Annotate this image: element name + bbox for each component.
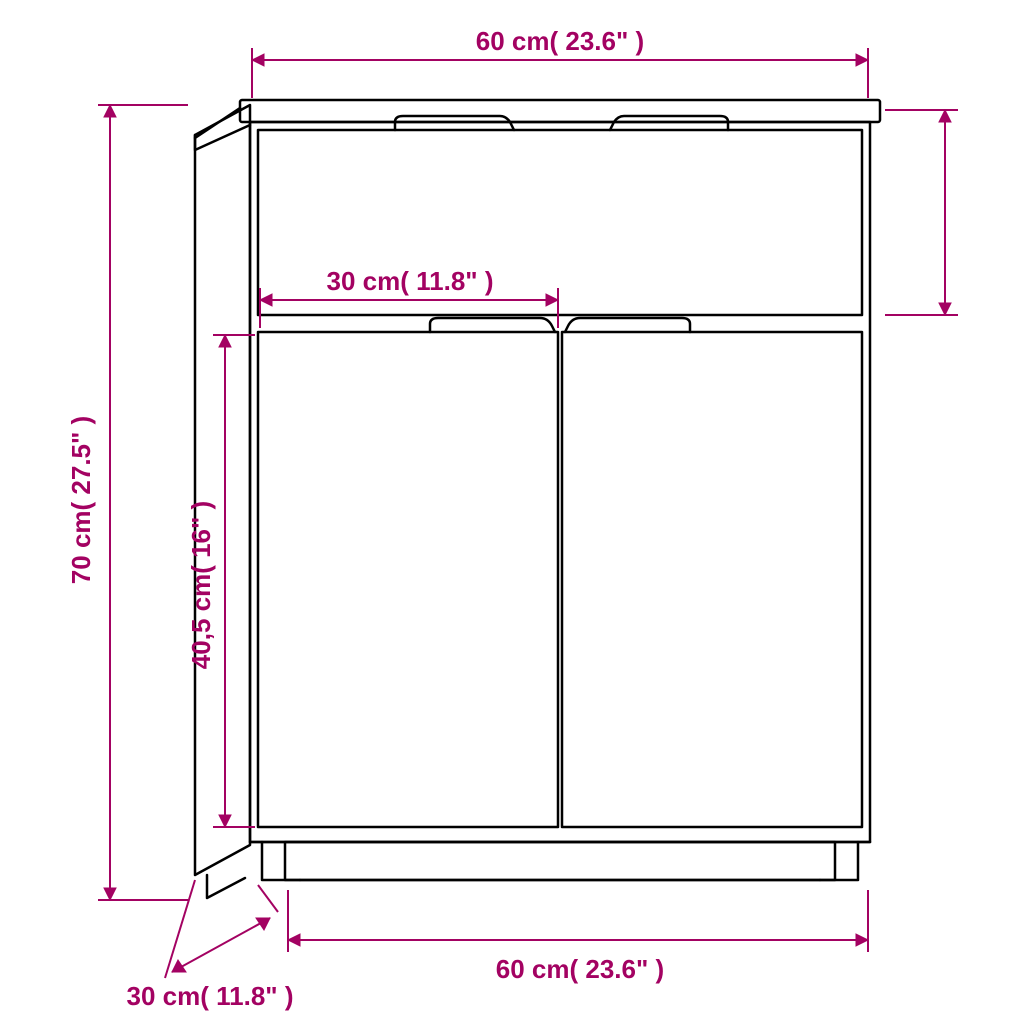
dim-bottom-width-label: 60 cm( 23.6" ) bbox=[496, 954, 664, 984]
dim-total-height-label: 70 cm( 27.5" ) bbox=[66, 416, 96, 584]
dim-door-height: 40,5 cm( 16" ) bbox=[186, 335, 255, 827]
dim-total-height: 70 cm( 27.5" ) bbox=[66, 105, 188, 900]
dim-depth-label: 30 cm( 11.8" ) bbox=[127, 981, 294, 1011]
dim-top-width: 60 cm( 23.6" ) bbox=[252, 26, 868, 98]
cabinet-outline bbox=[195, 100, 880, 898]
dim-door-height-label: 40,5 cm( 16" ) bbox=[186, 501, 216, 669]
dimension-lines: 60 cm( 23.6" ) 20 cm( 7.9" ) 30 cm( 11.8… bbox=[66, 26, 1024, 1011]
dim-top-width-label: 60 cm( 23.6" ) bbox=[476, 26, 644, 56]
dim-bottom-width: 60 cm( 23.6" ) bbox=[288, 890, 868, 984]
dim-door-width-label: 30 cm( 11.8" ) bbox=[327, 266, 494, 296]
dimension-diagram: 60 cm( 23.6" ) 20 cm( 7.9" ) 30 cm( 11.8… bbox=[0, 0, 1024, 1024]
